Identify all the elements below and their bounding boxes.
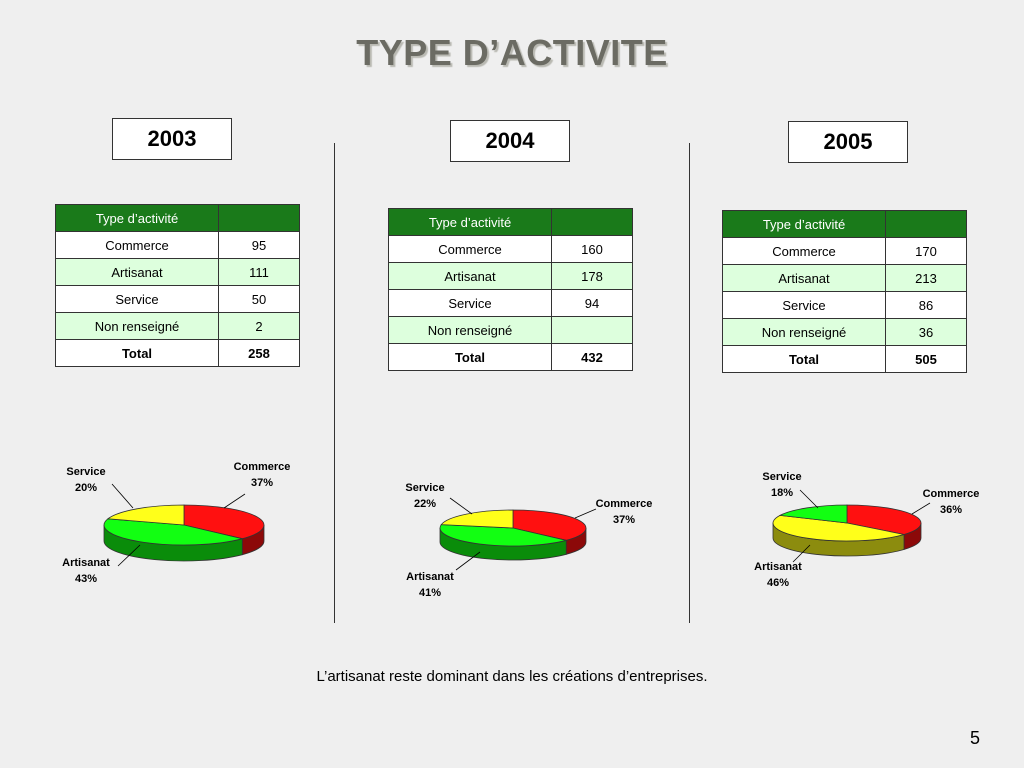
header-value xyxy=(885,210,967,238)
leader-line xyxy=(223,493,246,509)
caption: L’artisanat reste dominant dans les créa… xyxy=(316,668,708,685)
year-2004-box: 2004 xyxy=(450,120,570,162)
page-title: TYPE D’ACTIVITE xyxy=(356,32,668,73)
header-type: Type d’activité xyxy=(388,208,552,236)
pie-label-percent: 37% xyxy=(251,477,273,489)
pie-label-percent: 22% xyxy=(414,498,436,510)
total-label: Total xyxy=(722,345,886,373)
table-2003: Type d’activité Commerce 95 Artisanat 111 … xyxy=(55,204,300,367)
pie-slice-commerce xyxy=(512,509,587,541)
year-2003-box: 2003 xyxy=(112,118,232,160)
pie-slice-service xyxy=(106,504,185,526)
pie-slice-artisanat xyxy=(103,518,243,546)
header-value xyxy=(218,204,300,232)
pie-slice-commerce xyxy=(846,504,922,535)
pie-label-name: Commerce xyxy=(596,498,653,510)
pie-label-percent: 46% xyxy=(767,577,789,589)
leader-line xyxy=(455,551,481,571)
pie-label-percent: 36% xyxy=(940,504,962,516)
table-2004: Type d’activité Commerce 160 Artisanat 178… xyxy=(388,208,633,371)
row-value: 170 xyxy=(885,237,967,265)
header-type: Type d’activité xyxy=(722,210,886,238)
leader-line xyxy=(117,544,141,567)
pie-label-name: Commerce xyxy=(923,488,980,500)
pie-slice-service xyxy=(440,509,514,529)
pie-slice-service xyxy=(778,504,848,524)
leader-line xyxy=(574,508,597,519)
pie-label-percent: 20% xyxy=(75,482,97,494)
row-label: Artisanat xyxy=(55,258,219,286)
pie-label-name: Service xyxy=(405,482,444,494)
total-value: 258 xyxy=(218,339,300,367)
pie-label-percent: 37% xyxy=(613,514,635,526)
pie-slice-artisanat xyxy=(772,514,905,542)
row-value: 36 xyxy=(885,318,967,346)
leader-line xyxy=(799,489,819,509)
total-value: 505 xyxy=(885,345,967,373)
row-value: 213 xyxy=(885,264,967,292)
year-2005-box: 2005 xyxy=(788,121,908,163)
pie-label-percent: 41% xyxy=(419,587,441,599)
leader-line xyxy=(111,483,134,509)
row-label: Service xyxy=(722,291,886,319)
pie-label-name: Artisanat xyxy=(406,571,454,583)
column-divider-left xyxy=(334,143,335,623)
pie-label-percent: 43% xyxy=(75,573,97,585)
total-label: Total xyxy=(388,343,552,371)
pie-label-name: Artisanat xyxy=(62,557,110,569)
table-2005: Type d’activité Commerce 170 Artisanat 213… xyxy=(722,210,967,373)
row-label: Artisanat xyxy=(388,262,552,290)
row-label: Commerce xyxy=(55,231,219,259)
row-label: Commerce xyxy=(388,235,552,263)
row-value: 160 xyxy=(551,235,633,263)
column-divider-right xyxy=(689,143,690,623)
pie-label-percent: 18% xyxy=(771,487,793,499)
pie-slice-commerce xyxy=(183,504,265,540)
row-label: Non renseigné xyxy=(55,312,219,340)
row-label: Service xyxy=(388,289,552,317)
total-value: 432 xyxy=(551,343,633,371)
pie-label-name: Service xyxy=(66,466,105,478)
leader-line xyxy=(911,502,931,515)
row-value xyxy=(551,316,633,344)
leader-line xyxy=(792,544,811,563)
page-number: 5 xyxy=(969,728,980,748)
pie-label-name: Service xyxy=(762,471,801,483)
row-value: 86 xyxy=(885,291,967,319)
row-value: 111 xyxy=(218,258,300,286)
pie-slice-artisanat xyxy=(439,524,567,547)
row-label: Commerce xyxy=(722,237,886,265)
pie-label-name: Artisanat xyxy=(754,561,802,573)
row-value: 50 xyxy=(218,285,300,313)
row-label: Non renseigné xyxy=(722,318,886,346)
row-value: 95 xyxy=(218,231,300,259)
header-type: Type d’activité xyxy=(55,204,219,232)
row-label: Service xyxy=(55,285,219,313)
leader-line xyxy=(449,497,473,515)
pie-label-name: Commerce xyxy=(234,461,291,473)
total-label: Total xyxy=(55,339,219,367)
